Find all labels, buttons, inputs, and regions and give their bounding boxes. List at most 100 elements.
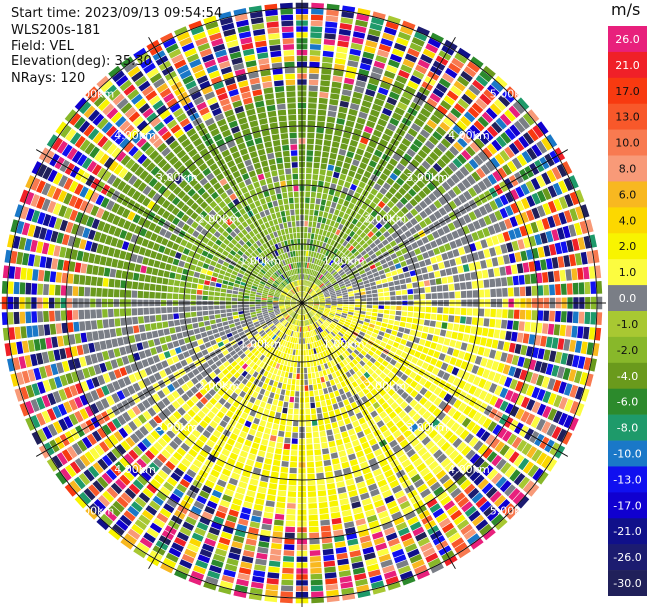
velocity-gate xyxy=(162,278,169,285)
velocity-gate xyxy=(575,189,585,204)
velocity-gate xyxy=(393,320,400,326)
velocity-gate xyxy=(329,232,335,239)
velocity-gate xyxy=(435,82,448,94)
velocity-gate xyxy=(466,253,474,263)
velocity-gate xyxy=(239,512,250,521)
velocity-gate xyxy=(84,355,93,366)
velocity-gate xyxy=(211,489,222,499)
velocity-gate xyxy=(287,360,291,367)
velocity-gate xyxy=(273,300,279,303)
velocity-gate xyxy=(416,417,426,427)
velocity-gate xyxy=(343,278,350,283)
velocity-gate xyxy=(402,414,411,424)
velocity-gate xyxy=(366,83,378,92)
velocity-gate xyxy=(450,85,463,97)
velocity-gate xyxy=(546,458,558,472)
velocity-gate xyxy=(242,425,250,433)
velocity-gate xyxy=(341,290,348,294)
velocity-gate xyxy=(577,356,586,369)
velocity-gate xyxy=(108,371,117,381)
velocity-gate xyxy=(320,325,325,331)
velocity-gate xyxy=(463,190,472,201)
velocity-gate xyxy=(190,311,197,317)
velocity-gate xyxy=(271,429,278,436)
velocity-gate xyxy=(385,328,392,334)
velocity-gate xyxy=(172,355,180,363)
velocity-gate xyxy=(291,299,297,302)
velocity-gate xyxy=(580,251,588,265)
velocity-gate xyxy=(524,321,531,332)
velocity-gate xyxy=(485,486,498,499)
velocity-gate xyxy=(442,314,449,322)
velocity-gate xyxy=(354,328,360,334)
velocity-gate xyxy=(454,542,468,554)
velocity-gate xyxy=(332,255,338,261)
velocity-gate xyxy=(244,495,255,503)
velocity-gate xyxy=(447,275,454,283)
velocity-gate xyxy=(460,70,473,83)
velocity-gate xyxy=(370,285,377,290)
velocity-gate xyxy=(414,223,422,232)
velocity-gate xyxy=(407,80,419,90)
velocity-gate xyxy=(457,137,468,148)
velocity-gate xyxy=(188,433,198,443)
velocity-gate xyxy=(320,364,326,371)
velocity-gate xyxy=(460,523,473,536)
velocity-gate xyxy=(423,400,433,410)
velocity-gate xyxy=(137,308,144,316)
velocity-gate xyxy=(413,312,419,318)
velocity-gate xyxy=(458,273,466,282)
velocity-gate xyxy=(206,270,213,276)
velocity-gate xyxy=(552,182,563,196)
velocity-gate xyxy=(344,249,351,256)
velocity-gate xyxy=(283,313,288,317)
velocity-gate xyxy=(395,148,405,157)
velocity-gate xyxy=(10,250,18,264)
velocity-gate xyxy=(303,320,305,326)
velocity-gate xyxy=(177,462,188,473)
velocity-gate xyxy=(174,280,181,287)
velocity-gate xyxy=(137,402,146,413)
velocity-gate xyxy=(189,537,202,548)
velocity-gate xyxy=(320,339,324,345)
velocity-gate xyxy=(284,314,290,319)
velocity-gate xyxy=(315,313,321,318)
velocity-gate xyxy=(138,324,146,333)
velocity-gate xyxy=(86,216,95,228)
velocity-gate xyxy=(98,494,111,507)
velocity-gate xyxy=(376,284,383,289)
velocity-gate xyxy=(104,509,117,522)
velocity-gate xyxy=(422,186,432,196)
velocity-gate xyxy=(181,458,191,468)
velocity-gate xyxy=(340,406,347,414)
velocity-gate xyxy=(518,476,530,490)
velocity-gate xyxy=(325,300,331,303)
velocity-gate xyxy=(342,310,348,314)
velocity-gate xyxy=(240,475,250,484)
velocity-gate xyxy=(399,500,411,510)
velocity-gate xyxy=(422,326,429,333)
velocity-gate xyxy=(307,319,310,325)
velocity-gate xyxy=(99,233,107,244)
velocity-gate xyxy=(265,328,271,334)
velocity-gate xyxy=(230,274,237,279)
velocity-gate xyxy=(329,267,334,273)
velocity-gate xyxy=(191,444,201,453)
velocity-gate xyxy=(319,296,325,299)
velocity-gate xyxy=(358,317,365,321)
velocity-gate xyxy=(348,202,355,210)
velocity-gate xyxy=(162,397,171,407)
velocity-gate xyxy=(403,444,413,453)
velocity-gate xyxy=(209,495,220,504)
velocity-gate xyxy=(231,392,238,400)
velocity-gate xyxy=(197,339,204,346)
velocity-gate xyxy=(222,525,234,534)
velocity-gate xyxy=(307,281,310,287)
velocity-gate xyxy=(387,339,394,346)
velocity-gate xyxy=(359,367,367,374)
velocity-gate xyxy=(458,380,467,390)
velocity-gate xyxy=(307,304,313,307)
velocity-gate xyxy=(222,494,233,503)
velocity-gate xyxy=(563,339,571,351)
velocity-gate xyxy=(328,104,338,112)
